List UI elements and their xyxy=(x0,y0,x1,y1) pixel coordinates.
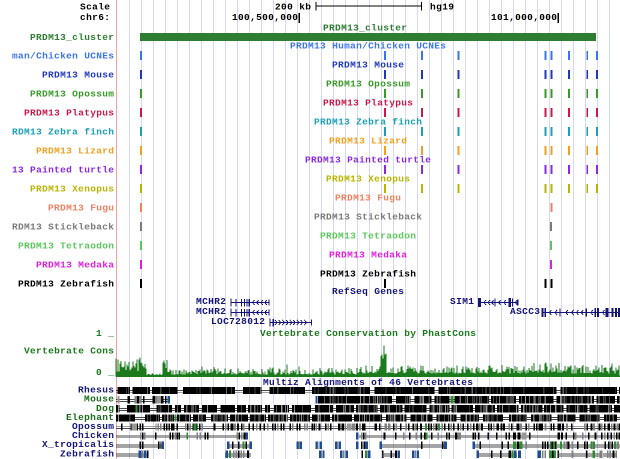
svg-text:PRDM13 Mouse: PRDM13 Mouse xyxy=(332,60,404,71)
svg-text:Vertebrate Conservation by Pha: Vertebrate Conservation by PhastCons xyxy=(260,328,476,339)
svg-text:Mouse: Mouse xyxy=(84,394,114,405)
svg-text:Opossum: Opossum xyxy=(72,421,114,432)
svg-text:RDM13 Stickleback: RDM13 Stickleback xyxy=(12,221,114,232)
svg-text:MCHR2: MCHR2 xyxy=(196,306,226,317)
svg-text:RefSeq Genes: RefSeq Genes xyxy=(332,286,404,297)
svg-text:SIM1: SIM1 xyxy=(450,296,474,307)
svg-text:PRDM13_cluster: PRDM13_cluster xyxy=(30,32,114,43)
svg-text:PRDM13 Fugu: PRDM13 Fugu xyxy=(48,202,114,213)
svg-text:PRDM13 Medaka: PRDM13 Medaka xyxy=(329,250,407,261)
svg-text:PRDM13 Platypus: PRDM13 Platypus xyxy=(323,98,413,109)
svg-text:Chicken: Chicken xyxy=(72,430,114,441)
svg-text:PRDM13 Zebrafish: PRDM13 Zebrafish xyxy=(18,278,114,289)
svg-text:PRDM13 Opossum: PRDM13 Opossum xyxy=(326,79,410,90)
svg-text:Elephant: Elephant xyxy=(66,412,114,423)
svg-text:PRDM13 Stickleback: PRDM13 Stickleback xyxy=(314,212,422,223)
svg-text:Rhesus: Rhesus xyxy=(78,385,114,396)
svg-text:hg19: hg19 xyxy=(430,2,454,13)
svg-text:Vertebrate Cons: Vertebrate Cons xyxy=(24,345,114,356)
svg-text:X_tropicalis: X_tropicalis xyxy=(42,439,114,450)
svg-text:PRDM13 Zebra finch: PRDM13 Zebra finch xyxy=(314,117,422,128)
svg-text:200 kb: 200 kb xyxy=(275,2,311,13)
svg-text:Dog: Dog xyxy=(96,403,114,414)
svg-text:Multiz Alignments of 46 Verteb: Multiz Alignments of 46 Vertebrates xyxy=(263,377,473,388)
svg-text:PRDM13 Zebrafish: PRDM13 Zebrafish xyxy=(320,269,416,280)
svg-text:PRDM13 Tetraodon: PRDM13 Tetraodon xyxy=(18,240,114,251)
svg-text:0 _: 0 _ xyxy=(96,367,114,378)
svg-text:PRDM13_cluster: PRDM13_cluster xyxy=(323,23,407,34)
svg-text:101,000,000: 101,000,000 xyxy=(491,12,557,23)
svg-text:PRDM13 Tetraodon: PRDM13 Tetraodon xyxy=(320,231,416,242)
svg-text:PRDM13 Human/Chicken UCNEs: PRDM13 Human/Chicken UCNEs xyxy=(290,41,446,52)
svg-text:PRDM13 Mouse: PRDM13 Mouse xyxy=(42,69,114,80)
svg-text:ASCC3: ASCC3 xyxy=(510,306,540,317)
svg-text:RDM13 Zebra finch: RDM13 Zebra finch xyxy=(12,126,114,137)
svg-text:PRDM13 Xenopus: PRDM13 Xenopus xyxy=(30,183,114,194)
svg-text:PRDM13 Lizard: PRDM13 Lizard xyxy=(329,136,407,147)
svg-text:PRDM13 Lizard: PRDM13 Lizard xyxy=(36,145,114,156)
svg-text:PRDM13 Platypus: PRDM13 Platypus xyxy=(24,107,114,118)
svg-text:PRDM13 Xenopus: PRDM13 Xenopus xyxy=(326,174,410,185)
svg-text:Zebrafish: Zebrafish xyxy=(60,448,114,459)
svg-text:PRDM13 Medaka: PRDM13 Medaka xyxy=(36,259,114,270)
svg-text:PRDM13 Painted turtle: PRDM13 Painted turtle xyxy=(305,155,431,166)
svg-text:man/Chicken UCNEs: man/Chicken UCNEs xyxy=(12,50,114,61)
svg-text:LOC728012: LOC728012 xyxy=(211,316,265,327)
svg-text:MCHR2: MCHR2 xyxy=(196,296,226,307)
svg-text:13 Painted turtle: 13 Painted turtle xyxy=(12,164,114,175)
svg-text:100,500,000: 100,500,000 xyxy=(232,12,298,23)
svg-text:Scale: Scale xyxy=(80,2,110,13)
svg-text:chr6:: chr6: xyxy=(80,12,110,23)
svg-text:1 _: 1 _ xyxy=(96,328,114,339)
svg-text:PRDM13 Fugu: PRDM13 Fugu xyxy=(335,193,401,204)
svg-text:PRDM13 Opossum: PRDM13 Opossum xyxy=(30,88,114,99)
